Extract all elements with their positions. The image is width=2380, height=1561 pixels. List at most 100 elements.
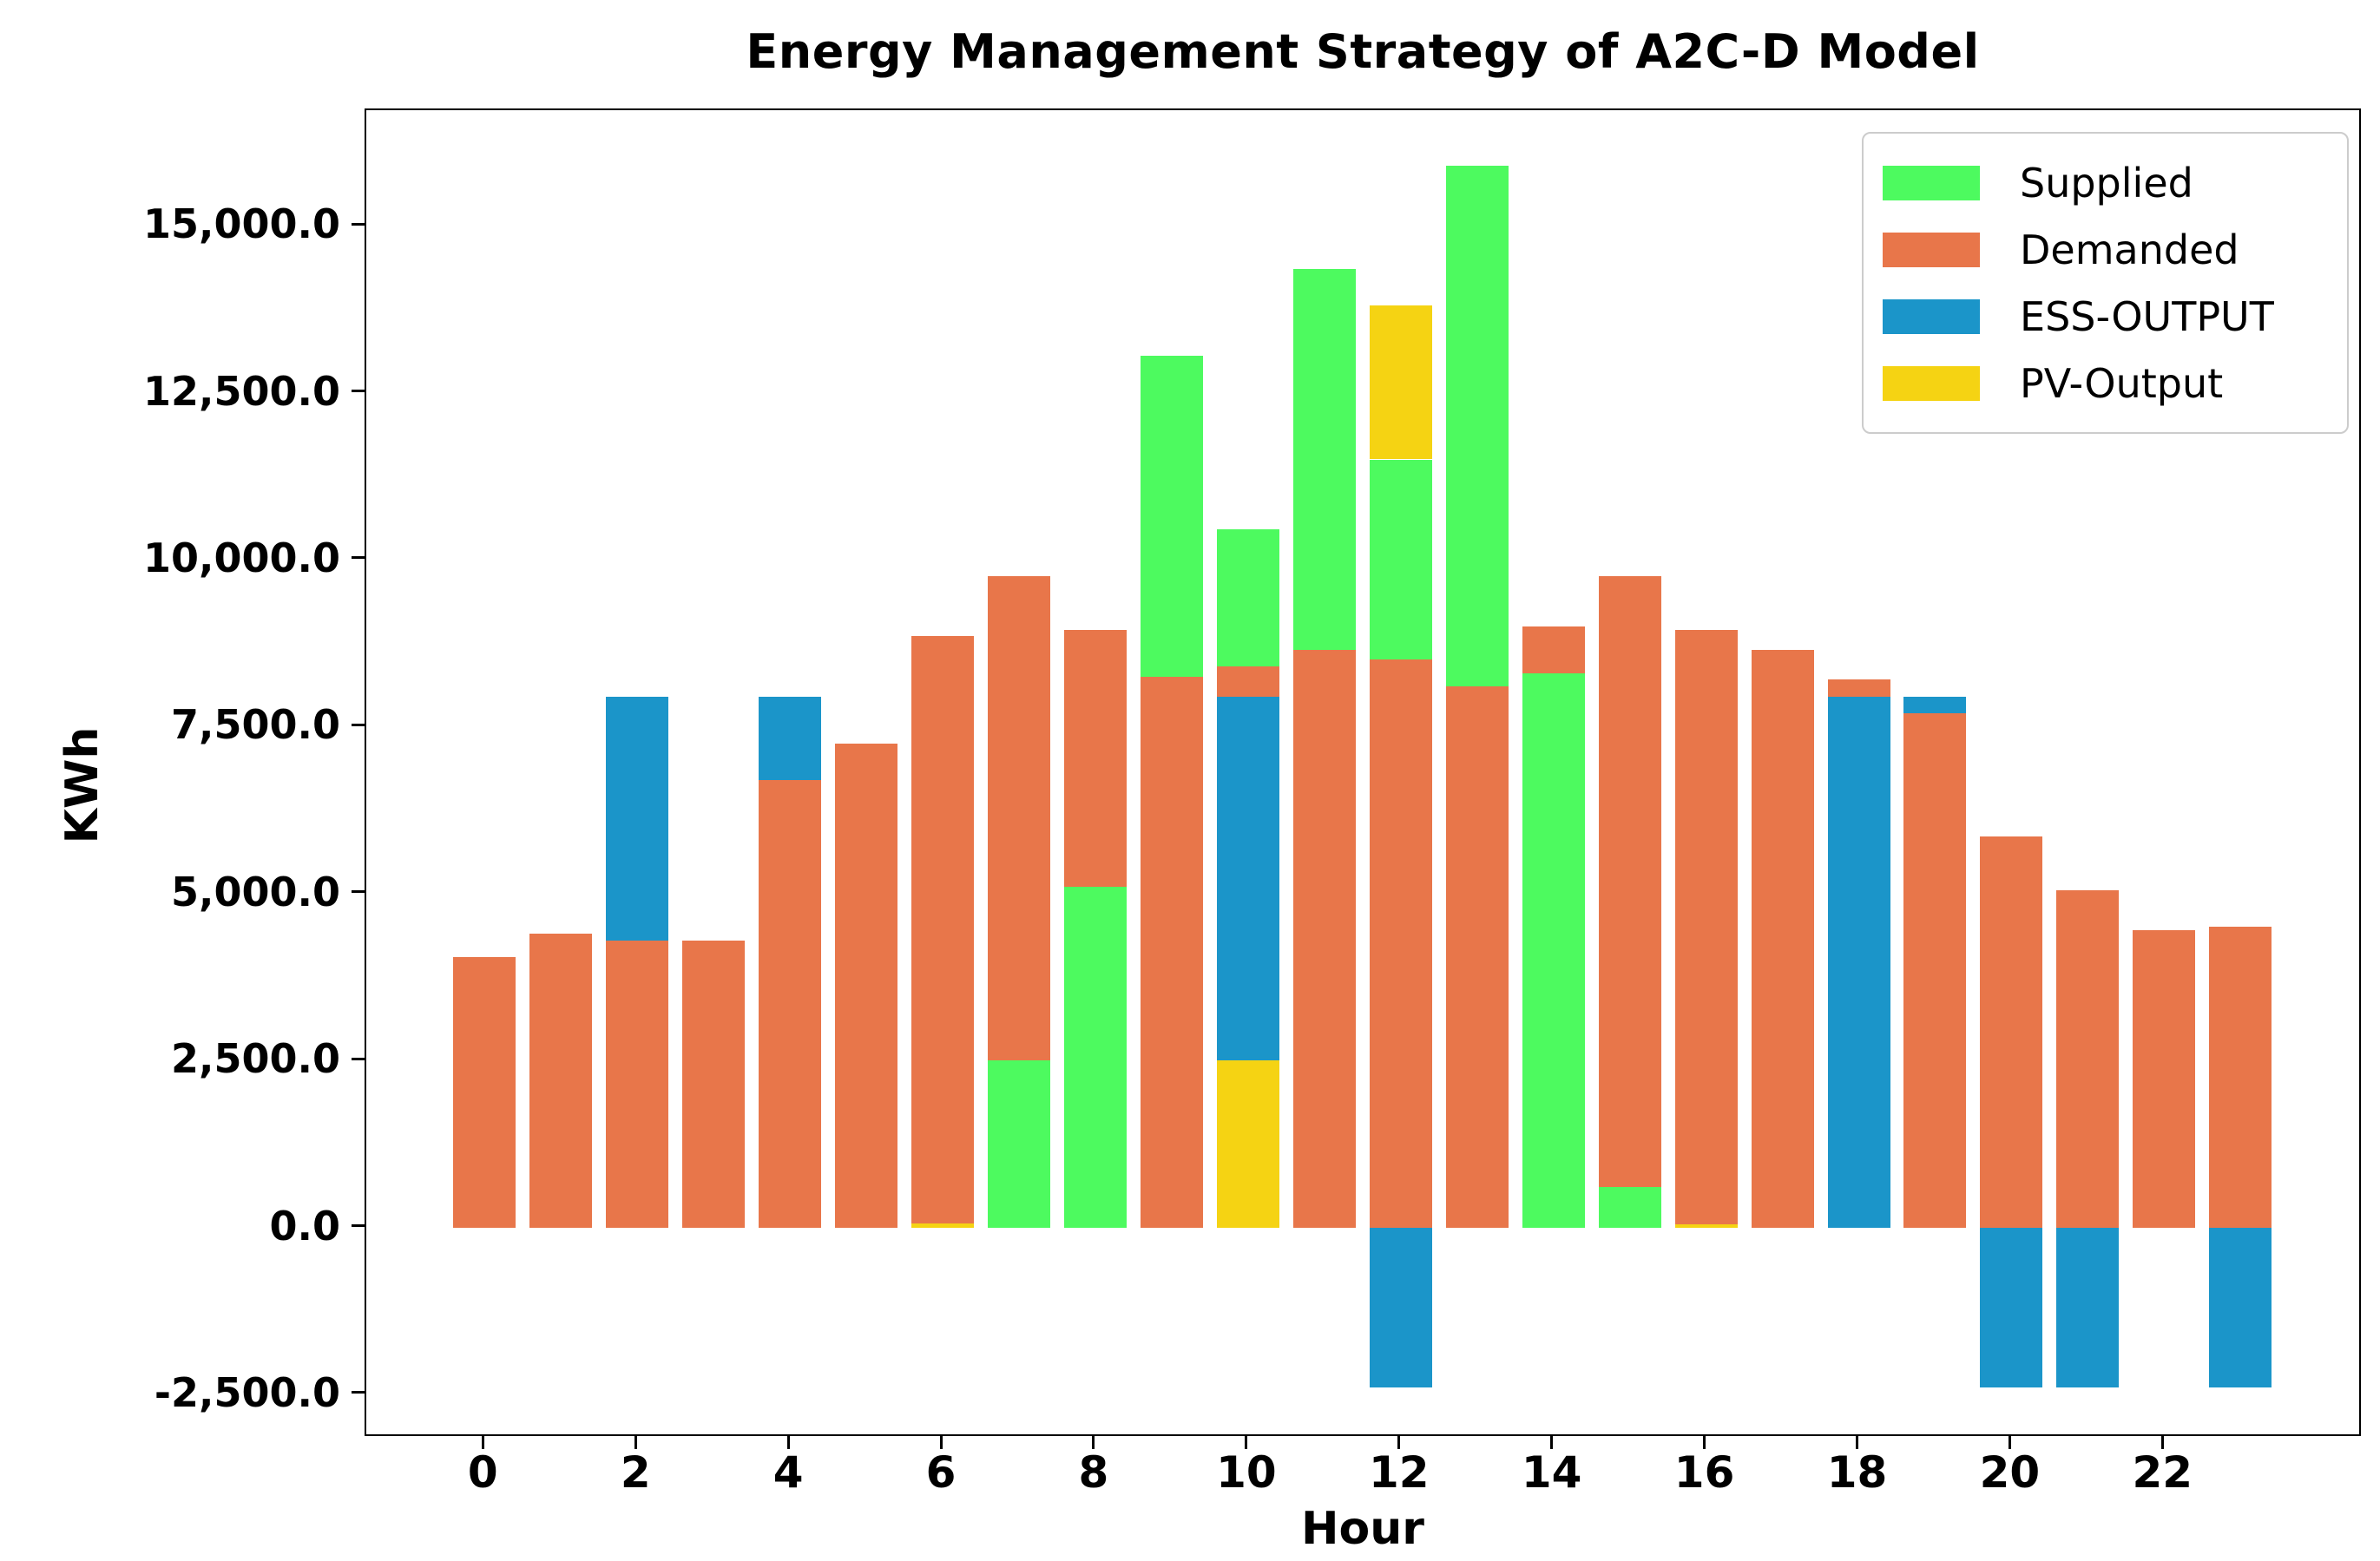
y-tick-label: -2,500.0: [154, 1368, 340, 1416]
y-tick-label: 2,500.0: [171, 1035, 340, 1083]
y-axis-label: KWh: [56, 726, 108, 844]
y-tick: [352, 723, 365, 726]
x-tick: [2160, 1436, 2164, 1449]
bar-segment-demanded-h19: [1903, 712, 1967, 1228]
bar-segment-demanded-h6: [911, 636, 975, 1223]
y-tick-label: 5,000.0: [171, 868, 340, 915]
legend: Supplied Demanded ESS-OUTPUT PV-Output: [1862, 132, 2349, 434]
x-tick-label: 8: [1078, 1447, 1109, 1498]
bar-segment-supplied-h11: [1292, 269, 1356, 650]
bar-segment-demanded-h8: [1063, 629, 1127, 888]
legend-label: Demanded: [2020, 226, 2239, 273]
bar-segment-pv-output-h12: [1369, 305, 1432, 460]
x-tick-label: 20: [1979, 1447, 2041, 1498]
bar-segment-demanded-h13: [1445, 686, 1509, 1228]
bar-segment-demanded-h17: [1751, 649, 1814, 1228]
x-tick: [1856, 1436, 1858, 1449]
legend-swatch-pv-output: [1883, 365, 1980, 401]
bar-segment-demanded-h11: [1292, 649, 1356, 1228]
legend-item-ess-output: ESS-OUTPUT: [1883, 293, 2347, 340]
x-tick: [1245, 1436, 1248, 1449]
bar-segment-ess-output-h12: [1369, 1227, 1432, 1388]
bar-segment-ess-output-h19: [1903, 696, 1967, 713]
x-tick: [481, 1436, 484, 1449]
bar-segment-demanded-h5: [835, 743, 898, 1228]
x-tick: [1397, 1436, 1401, 1449]
bar-segment-demanded-h23: [2209, 927, 2272, 1228]
y-tick: [352, 556, 365, 560]
y-tick-label: 10,000.0: [143, 534, 340, 581]
x-tick-label: 4: [773, 1447, 804, 1498]
x-tick-label: 0: [467, 1447, 498, 1498]
bar-segment-demanded-h15: [1598, 576, 1661, 1188]
legend-label: Supplied: [2020, 159, 2193, 207]
legend-swatch-ess-output: [1883, 298, 1980, 334]
bar-segment-ess-output-h2: [606, 696, 669, 941]
x-tick-label: 16: [1673, 1447, 1735, 1498]
bar-segment-supplied-h14: [1522, 672, 1585, 1228]
x-tick-label: 14: [1521, 1447, 1582, 1498]
x-tick: [1092, 1436, 1095, 1449]
bar-segment-ess-output-h10: [1216, 696, 1279, 1061]
bar-segment-supplied-h7: [988, 1060, 1050, 1228]
legend-swatch-supplied: [1883, 165, 1980, 200]
bar-segment-demanded-h20: [1980, 836, 2043, 1228]
x-tick-label: 10: [1216, 1447, 1277, 1498]
bar-segment-demanded-h3: [682, 940, 746, 1228]
bar-segment-demanded-h21: [2056, 889, 2120, 1228]
y-tick: [352, 1224, 365, 1228]
bar-segment-ess-output-h21: [2056, 1227, 2120, 1388]
bar-segment-ess-output-h18: [1827, 696, 1890, 1228]
bar-segment-demanded-h12: [1369, 659, 1432, 1228]
legend-label: PV-Output: [2020, 359, 2224, 407]
bar-segment-demanded-h18: [1827, 679, 1890, 697]
x-tick: [1703, 1436, 1706, 1449]
x-tick-label: 22: [2132, 1447, 2193, 1498]
bar-segment-demanded-h10: [1216, 666, 1279, 697]
bar-segment-ess-output-h20: [1980, 1227, 2043, 1388]
bar-segment-demanded-h9: [1140, 676, 1203, 1228]
bar-segment-pv-output-h10: [1216, 1060, 1279, 1228]
bars-layer: [366, 110, 2359, 1434]
y-tick: [352, 890, 365, 894]
bar-segment-demanded-h1: [529, 933, 593, 1228]
x-tick-label: 18: [1826, 1447, 1888, 1498]
y-tick: [352, 1391, 365, 1394]
y-tick: [352, 222, 365, 226]
x-tick-label: 12: [1368, 1447, 1430, 1498]
bar-segment-supplied-h15: [1598, 1187, 1661, 1228]
bar-segment-supplied-h8: [1063, 887, 1127, 1228]
legend-item-pv-output: PV-Output: [1883, 360, 2347, 407]
legend-item-demanded: Demanded: [1883, 226, 2347, 273]
x-tick: [786, 1436, 790, 1449]
x-tick: [2008, 1436, 2011, 1449]
y-tick: [352, 1057, 365, 1060]
legend-swatch-demanded: [1883, 232, 1980, 267]
bar-segment-demanded-h7: [988, 576, 1050, 1061]
bar-segment-demanded-h22: [2133, 930, 2196, 1228]
bar-segment-demanded-h2: [606, 940, 669, 1228]
bar-segment-demanded-h4: [759, 779, 822, 1228]
x-tick: [1550, 1436, 1554, 1449]
legend-label: ESS-OUTPUT: [2020, 292, 2274, 340]
bar-segment-demanded-h16: [1674, 629, 1738, 1224]
bar-segment-pv-output-h16: [1674, 1223, 1738, 1228]
bar-segment-pv-output-h6: [911, 1223, 975, 1228]
bar-segment-ess-output-h4: [759, 696, 822, 780]
x-axis-label: Hour: [1301, 1503, 1424, 1555]
y-tick-label: 0.0: [269, 1202, 341, 1249]
x-tick: [939, 1436, 943, 1449]
x-tick: [634, 1436, 637, 1449]
bar-segment-supplied-h9: [1140, 356, 1203, 677]
bar-segment-demanded-h0: [453, 956, 516, 1228]
chart-title: Energy Management Strategy of A2C-D Mode…: [746, 24, 1980, 79]
x-tick-label: 6: [925, 1447, 957, 1498]
x-tick-label: 2: [620, 1447, 651, 1498]
y-tick-label: 15,000.0: [143, 200, 340, 248]
bar-segment-supplied-h12: [1369, 459, 1432, 660]
bar-segment-ess-output-h23: [2209, 1227, 2272, 1388]
y-tick-label: 7,500.0: [171, 701, 340, 749]
y-tick: [352, 390, 365, 393]
legend-item-supplied: Supplied: [1883, 160, 2347, 207]
